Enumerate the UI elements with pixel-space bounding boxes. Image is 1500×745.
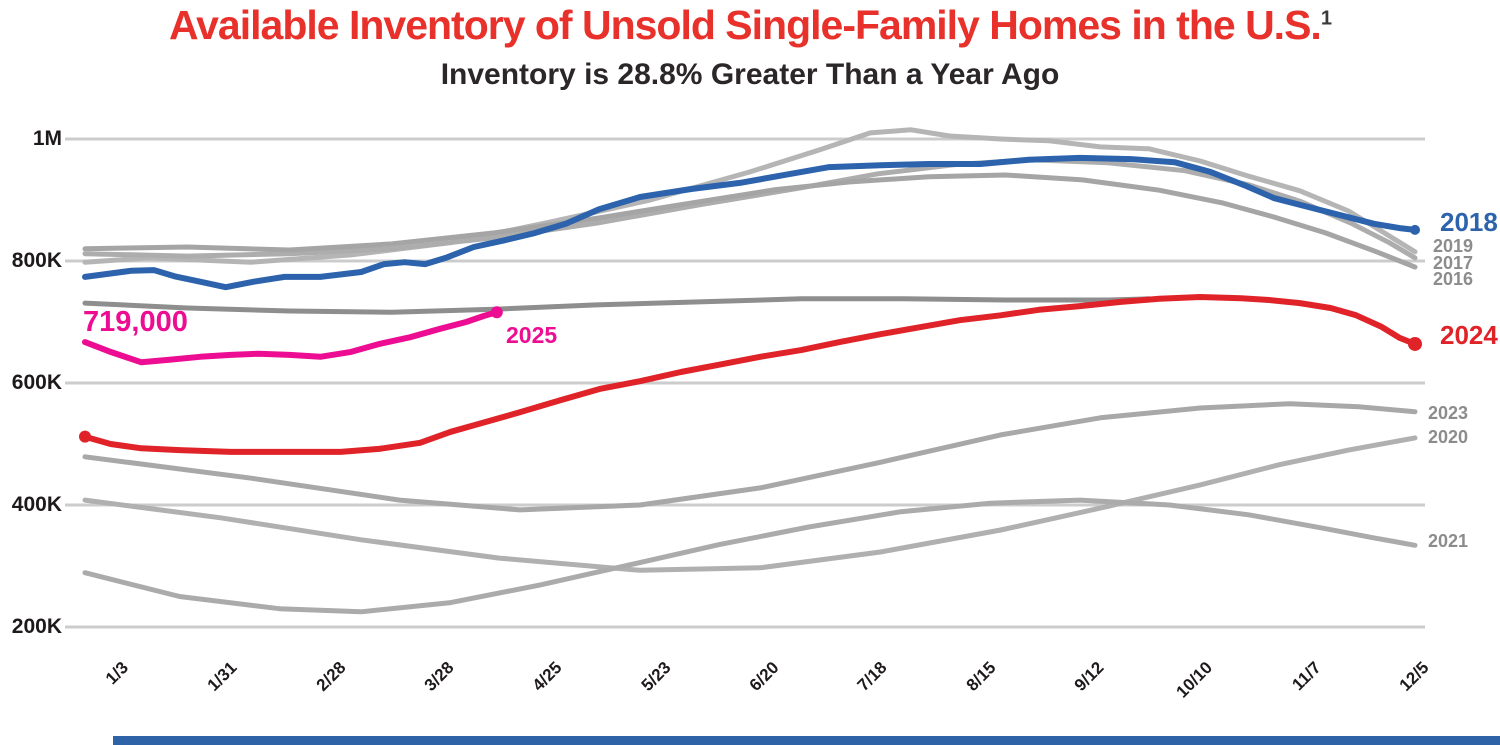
year-label-2020: 2020 [1428, 427, 1469, 447]
footnote-marker: 1 [1320, 7, 1332, 30]
series-line-2023 [82, 401, 1418, 513]
footer-bar [113, 736, 1500, 745]
chart-title: Available Inventory of Unsold Single-Fam… [0, 2, 1500, 49]
y-axis-tick-label: 800K [11, 249, 62, 272]
chart-subtitle: Inventory is 28.8% Greater Than a Year A… [440, 58, 1060, 91]
series-line-2021 [82, 497, 1418, 615]
chart-title-text: Available Inventory of Unsold Single-Fam… [169, 2, 1322, 48]
latest-value-annotation: 719,000 [83, 306, 188, 338]
year-label-2016: 2016 [1433, 269, 1474, 289]
series-line-2015 [82, 296, 1152, 315]
series-line-2016 [82, 172, 1418, 270]
y-axis-tick-label: 400K [11, 493, 62, 516]
y-axis-tick-label: 600K [11, 371, 62, 394]
series-line-2024 [82, 294, 1418, 455]
series-start-marker-2024 [79, 430, 91, 443]
year-label-2021: 2021 [1428, 531, 1469, 551]
year-label-2025: 2025 [506, 322, 558, 348]
series-line-2020 [82, 435, 1418, 573]
year-label-2023: 2023 [1428, 403, 1469, 423]
series-line-2018 [82, 154, 1418, 291]
series-end-marker-2025 [490, 306, 503, 319]
series-end-marker-2018 [1409, 224, 1420, 235]
series-line-2025 [82, 309, 500, 366]
y-axis-tick-label: 1M [32, 127, 62, 150]
year-label-2019: 2019 [1433, 236, 1474, 256]
year-label-2017: 2017 [1433, 253, 1474, 273]
y-axis-tick-label: 200K [11, 615, 62, 638]
year-label-2018: 2018 [1440, 207, 1498, 237]
year-label-2024: 2024 [1440, 320, 1498, 350]
series-end-marker-2024 [1407, 336, 1422, 351]
